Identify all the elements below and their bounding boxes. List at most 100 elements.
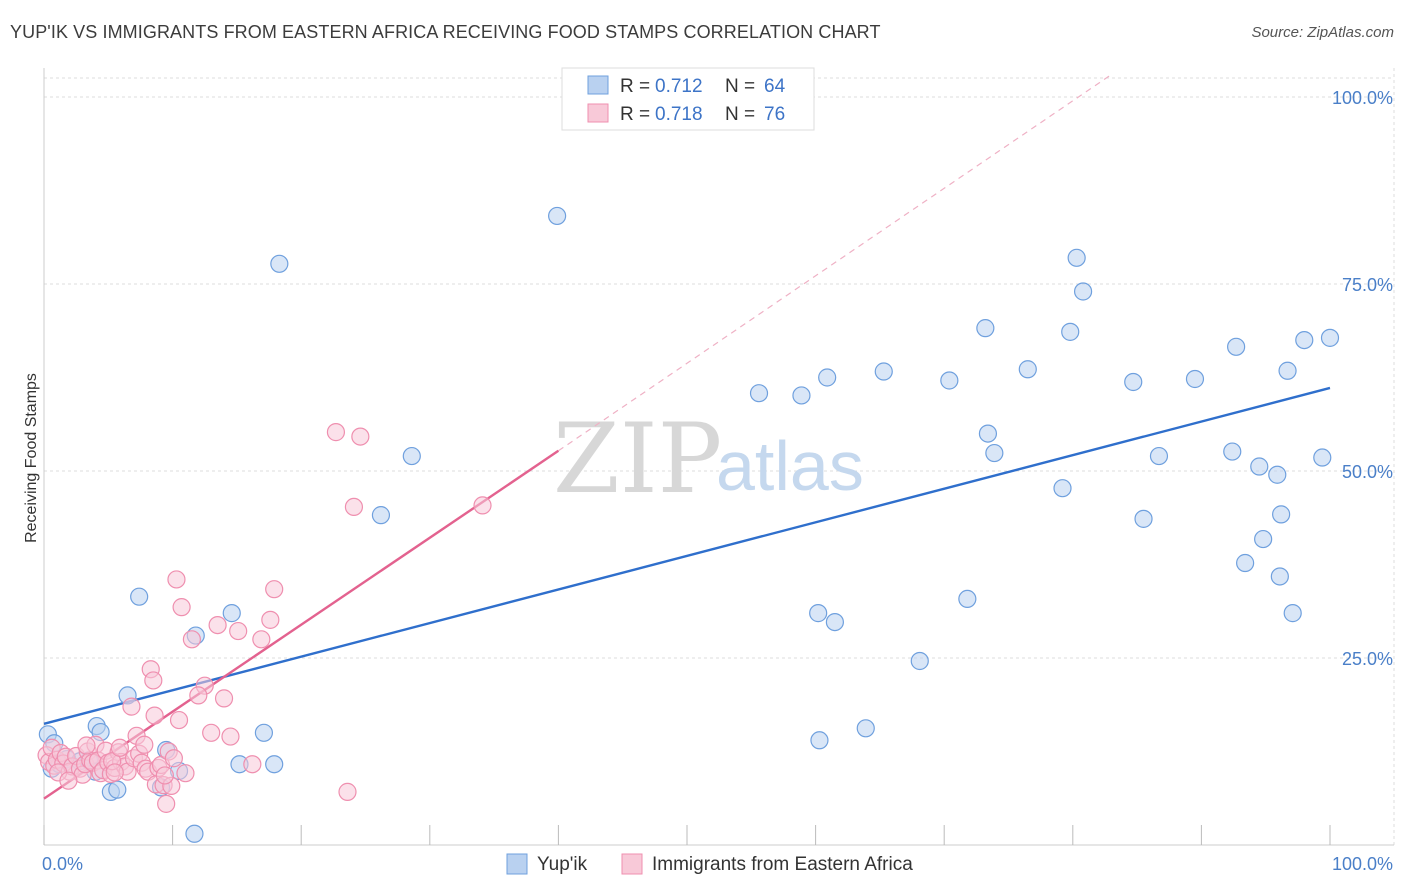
point-eastern-africa-48 xyxy=(172,598,191,617)
point-eastern-africa-49 xyxy=(176,764,195,783)
chart-title: YUP'IK VS IMMIGRANTS FROM EASTERN AFRICA… xyxy=(10,22,881,42)
point-eastern-africa-60 xyxy=(265,580,284,599)
point-yupik-31 xyxy=(818,368,837,387)
source-label: Source: ZipAtlas.com xyxy=(1251,24,1394,41)
point-yupik-37 xyxy=(958,589,977,609)
x-tick-label-left: 0.0% xyxy=(42,854,83,874)
legend-n-label-eastern-africa: N = xyxy=(725,104,755,125)
series-legend-label-eastern-africa: Immigrants from Eastern Africa xyxy=(652,854,913,875)
point-eastern-africa-70 xyxy=(135,735,154,754)
tick-labels: 25.0% 50.0% 75.0% 100.0% 0.0% 100.0% xyxy=(42,88,1393,874)
point-yupik-13 xyxy=(130,587,149,606)
point-yupik-45 xyxy=(1067,248,1086,267)
x-tick-label-right: 100.0% xyxy=(1332,854,1393,874)
point-yupik-40 xyxy=(985,443,1004,463)
point-yupik-17 xyxy=(185,824,204,843)
point-yupik-21 xyxy=(254,723,274,742)
point-eastern-africa-66 xyxy=(59,771,78,790)
legend-r-label-eastern-africa: R = xyxy=(620,104,650,125)
point-yupik-22 xyxy=(265,755,284,774)
point-eastern-africa-42 xyxy=(157,794,176,813)
point-yupik-57 xyxy=(1278,361,1297,380)
point-eastern-africa-37 xyxy=(144,671,163,690)
point-eastern-africa-58 xyxy=(252,630,271,649)
point-yupik-49 xyxy=(1185,369,1205,389)
point-yupik-19 xyxy=(222,604,241,623)
point-yupik-39 xyxy=(978,424,998,443)
data-points xyxy=(37,206,1340,843)
point-eastern-africa-72 xyxy=(155,766,174,785)
point-eastern-africa-56 xyxy=(229,621,248,641)
point-yupik-44 xyxy=(1073,282,1093,301)
point-yupik-25 xyxy=(402,446,421,466)
point-yupik-53 xyxy=(1250,457,1269,476)
point-yupik-60 xyxy=(1295,331,1314,350)
legend-n-label-yupik: N = xyxy=(725,76,755,97)
point-eastern-africa-55 xyxy=(221,727,240,746)
point-eastern-africa-73 xyxy=(105,763,124,782)
legend-r-value-eastern-africa: 0.718 xyxy=(655,104,703,125)
point-yupik-58 xyxy=(1272,505,1291,524)
series-legend-swatch-eastern-africa xyxy=(621,853,643,875)
point-yupik-48 xyxy=(1149,446,1169,466)
point-yupik-50 xyxy=(1223,442,1242,461)
point-yupik-24 xyxy=(371,506,391,525)
point-yupik-27 xyxy=(749,384,769,403)
point-yupik-35 xyxy=(910,651,929,671)
point-eastern-africa-61 xyxy=(326,423,346,442)
y-tick-label-2: 75.0% xyxy=(1342,275,1393,295)
y-tick-label-0: 25.0% xyxy=(1342,649,1393,669)
point-eastern-africa-64 xyxy=(351,427,370,446)
point-yupik-11 xyxy=(108,780,127,799)
point-yupik-42 xyxy=(1053,479,1072,498)
point-eastern-africa-75 xyxy=(189,686,208,705)
point-yupik-41 xyxy=(1018,360,1037,379)
trend-line-yupik xyxy=(43,386,1331,725)
point-eastern-africa-50 xyxy=(182,630,201,649)
point-eastern-africa-54 xyxy=(214,689,234,708)
point-yupik-51 xyxy=(1227,337,1246,356)
legend-n-value-eastern-africa: 76 xyxy=(764,104,785,125)
point-yupik-32 xyxy=(825,612,844,632)
point-yupik-23 xyxy=(270,254,289,273)
point-yupik-56 xyxy=(1270,567,1289,586)
point-eastern-africa-57 xyxy=(243,755,262,774)
stats-legend: R = 0.712 N = 64 R = 0.718 N = 76 xyxy=(561,67,815,131)
point-eastern-africa-74 xyxy=(473,496,492,515)
y-axis-label: Receiving Food Stamps xyxy=(23,373,40,543)
series-legend: Yup'ik Immigrants from Eastern Africa xyxy=(506,853,913,875)
point-eastern-africa-29 xyxy=(122,697,141,716)
point-eastern-africa-52 xyxy=(202,723,221,742)
point-yupik-61 xyxy=(1313,448,1332,467)
point-eastern-africa-45 xyxy=(164,749,183,768)
point-eastern-africa-69 xyxy=(110,738,129,757)
legend-swatch-eastern-africa xyxy=(587,103,609,123)
watermark-atlas: atlas xyxy=(716,427,864,505)
legend-r-value-yupik: 0.712 xyxy=(655,76,703,97)
point-yupik-43 xyxy=(1061,322,1080,341)
point-yupik-46 xyxy=(1124,372,1143,392)
point-yupik-47 xyxy=(1134,509,1153,528)
point-eastern-africa-53 xyxy=(208,615,227,635)
point-yupik-54 xyxy=(1254,529,1273,549)
series-legend-swatch-yupik xyxy=(506,853,528,875)
point-eastern-africa-59 xyxy=(261,610,280,629)
point-yupik-29 xyxy=(809,604,828,623)
point-yupik-59 xyxy=(1283,604,1302,623)
point-yupik-33 xyxy=(856,719,875,738)
point-yupik-28 xyxy=(792,386,811,405)
point-yupik-30 xyxy=(810,731,829,750)
axes xyxy=(43,68,1394,846)
point-eastern-africa-63 xyxy=(344,497,364,517)
legend-swatch-yupik xyxy=(587,75,609,95)
point-yupik-55 xyxy=(1268,465,1287,484)
series-legend-label-yupik: Yup'ik xyxy=(537,854,588,875)
watermark: ZIP atlas xyxy=(553,403,864,515)
point-yupik-26 xyxy=(548,206,567,226)
point-eastern-africa-46 xyxy=(167,570,186,589)
point-eastern-africa-62 xyxy=(338,782,357,801)
y-tick-label-3: 100.0% xyxy=(1332,88,1393,108)
y-tick-label-1: 50.0% xyxy=(1342,462,1393,482)
point-yupik-62 xyxy=(1320,328,1340,347)
